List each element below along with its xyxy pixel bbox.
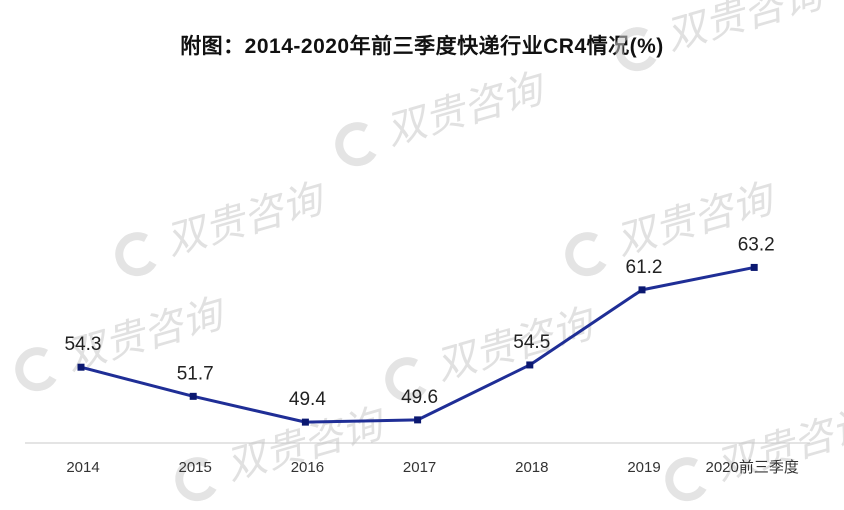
x-tick-label: 2019 — [627, 459, 660, 476]
data-label: 49.6 — [401, 387, 438, 408]
x-tick-label: 2017 — [403, 459, 436, 476]
x-tick-label: 2016 — [291, 459, 324, 476]
data-label: 61.2 — [626, 257, 663, 278]
data-label: 51.7 — [177, 363, 214, 384]
data-label: 49.4 — [289, 389, 326, 410]
data-point — [301, 418, 309, 426]
chart-title: 附图：2014-2020年前三季度快递行业CR4情况(%) — [180, 35, 664, 58]
data-point — [750, 263, 758, 271]
x-tick-label: 2015 — [179, 459, 212, 476]
data-point — [526, 361, 534, 369]
data-point — [77, 363, 85, 371]
data-point — [189, 392, 197, 400]
data-label: 63.2 — [738, 234, 775, 255]
x-tick-label: 2020前三季度 — [706, 459, 799, 476]
data-point — [414, 416, 422, 424]
data-label: 54.5 — [513, 332, 550, 353]
x-tick-label: 2014 — [66, 459, 99, 476]
data-point — [638, 286, 646, 294]
x-tick-label: 2018 — [515, 459, 548, 476]
data-label: 54.3 — [65, 334, 102, 355]
